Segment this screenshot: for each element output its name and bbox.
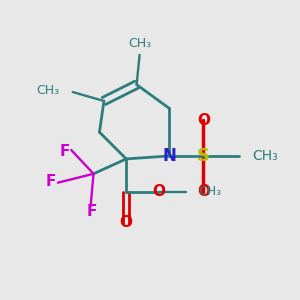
Text: CH₃: CH₃: [128, 37, 151, 50]
Text: F: F: [60, 144, 70, 159]
Text: O: O: [197, 184, 210, 199]
Text: CH₃: CH₃: [198, 185, 221, 198]
Text: CH₃: CH₃: [253, 149, 278, 163]
Text: O: O: [120, 215, 133, 230]
Text: F: F: [87, 204, 97, 219]
Text: S: S: [197, 147, 210, 165]
Text: O: O: [152, 184, 165, 199]
Text: F: F: [45, 174, 56, 189]
Text: CH₃: CH₃: [36, 84, 59, 97]
Text: N: N: [162, 147, 176, 165]
Text: O: O: [197, 113, 210, 128]
